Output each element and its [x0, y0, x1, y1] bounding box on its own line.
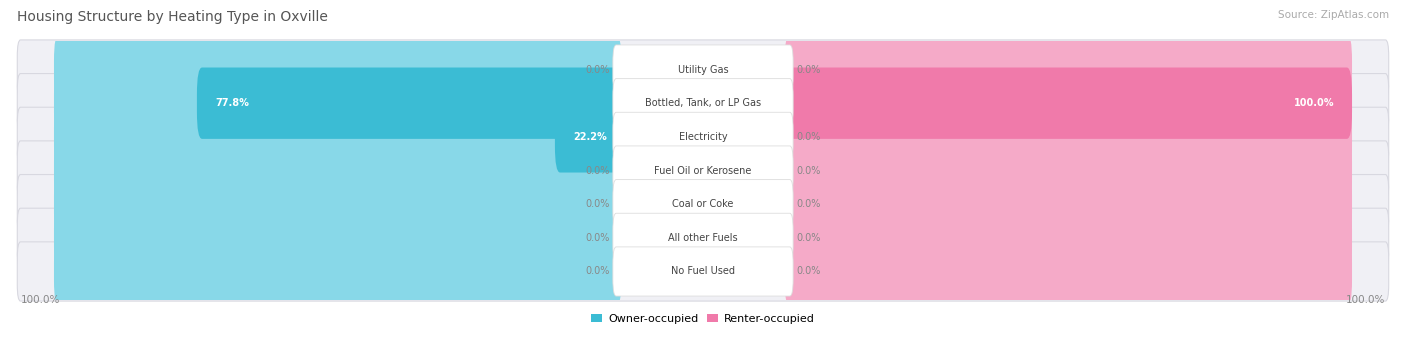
Text: 22.2%: 22.2% [572, 132, 606, 142]
FancyBboxPatch shape [613, 213, 793, 262]
Text: Bottled, Tank, or LP Gas: Bottled, Tank, or LP Gas [645, 98, 761, 108]
Text: 0.0%: 0.0% [796, 266, 821, 277]
FancyBboxPatch shape [613, 45, 793, 94]
FancyBboxPatch shape [53, 135, 621, 206]
Text: 0.0%: 0.0% [796, 233, 821, 243]
Text: 0.0%: 0.0% [796, 132, 821, 142]
Text: Electricity: Electricity [679, 132, 727, 142]
FancyBboxPatch shape [785, 168, 1353, 240]
Text: 0.0%: 0.0% [585, 165, 610, 176]
FancyBboxPatch shape [785, 34, 1353, 105]
Text: 100.0%: 100.0% [1294, 98, 1334, 108]
Text: 0.0%: 0.0% [796, 165, 821, 176]
FancyBboxPatch shape [53, 202, 621, 273]
FancyBboxPatch shape [613, 112, 793, 161]
FancyBboxPatch shape [613, 146, 793, 195]
FancyBboxPatch shape [613, 180, 793, 229]
FancyBboxPatch shape [53, 168, 621, 240]
FancyBboxPatch shape [785, 68, 1353, 139]
FancyBboxPatch shape [53, 34, 621, 105]
FancyBboxPatch shape [17, 208, 1389, 267]
FancyBboxPatch shape [17, 175, 1389, 234]
Text: 0.0%: 0.0% [796, 64, 821, 75]
FancyBboxPatch shape [785, 101, 1353, 173]
FancyBboxPatch shape [53, 68, 621, 139]
FancyBboxPatch shape [197, 68, 621, 139]
Text: Housing Structure by Heating Type in Oxville: Housing Structure by Heating Type in Oxv… [17, 10, 328, 24]
FancyBboxPatch shape [17, 242, 1389, 301]
FancyBboxPatch shape [17, 40, 1389, 99]
FancyBboxPatch shape [17, 107, 1389, 166]
FancyBboxPatch shape [53, 236, 621, 307]
Text: Coal or Coke: Coal or Coke [672, 199, 734, 209]
FancyBboxPatch shape [53, 101, 621, 173]
Text: No Fuel Used: No Fuel Used [671, 266, 735, 277]
Text: Source: ZipAtlas.com: Source: ZipAtlas.com [1278, 10, 1389, 20]
Text: 0.0%: 0.0% [585, 233, 610, 243]
FancyBboxPatch shape [613, 247, 793, 296]
FancyBboxPatch shape [17, 74, 1389, 133]
FancyBboxPatch shape [17, 141, 1389, 200]
Text: 0.0%: 0.0% [585, 199, 610, 209]
Text: All other Fuels: All other Fuels [668, 233, 738, 243]
Text: 77.8%: 77.8% [215, 98, 249, 108]
Text: Fuel Oil or Kerosene: Fuel Oil or Kerosene [654, 165, 752, 176]
Legend: Owner-occupied, Renter-occupied: Owner-occupied, Renter-occupied [586, 309, 820, 328]
FancyBboxPatch shape [785, 135, 1353, 206]
FancyBboxPatch shape [785, 202, 1353, 273]
Text: Utility Gas: Utility Gas [678, 64, 728, 75]
Text: 100.0%: 100.0% [21, 295, 60, 305]
Text: 0.0%: 0.0% [585, 266, 610, 277]
Text: 0.0%: 0.0% [796, 199, 821, 209]
Text: 100.0%: 100.0% [1346, 295, 1385, 305]
FancyBboxPatch shape [785, 68, 1353, 139]
FancyBboxPatch shape [555, 101, 621, 173]
Text: 0.0%: 0.0% [585, 64, 610, 75]
FancyBboxPatch shape [785, 236, 1353, 307]
FancyBboxPatch shape [613, 79, 793, 128]
